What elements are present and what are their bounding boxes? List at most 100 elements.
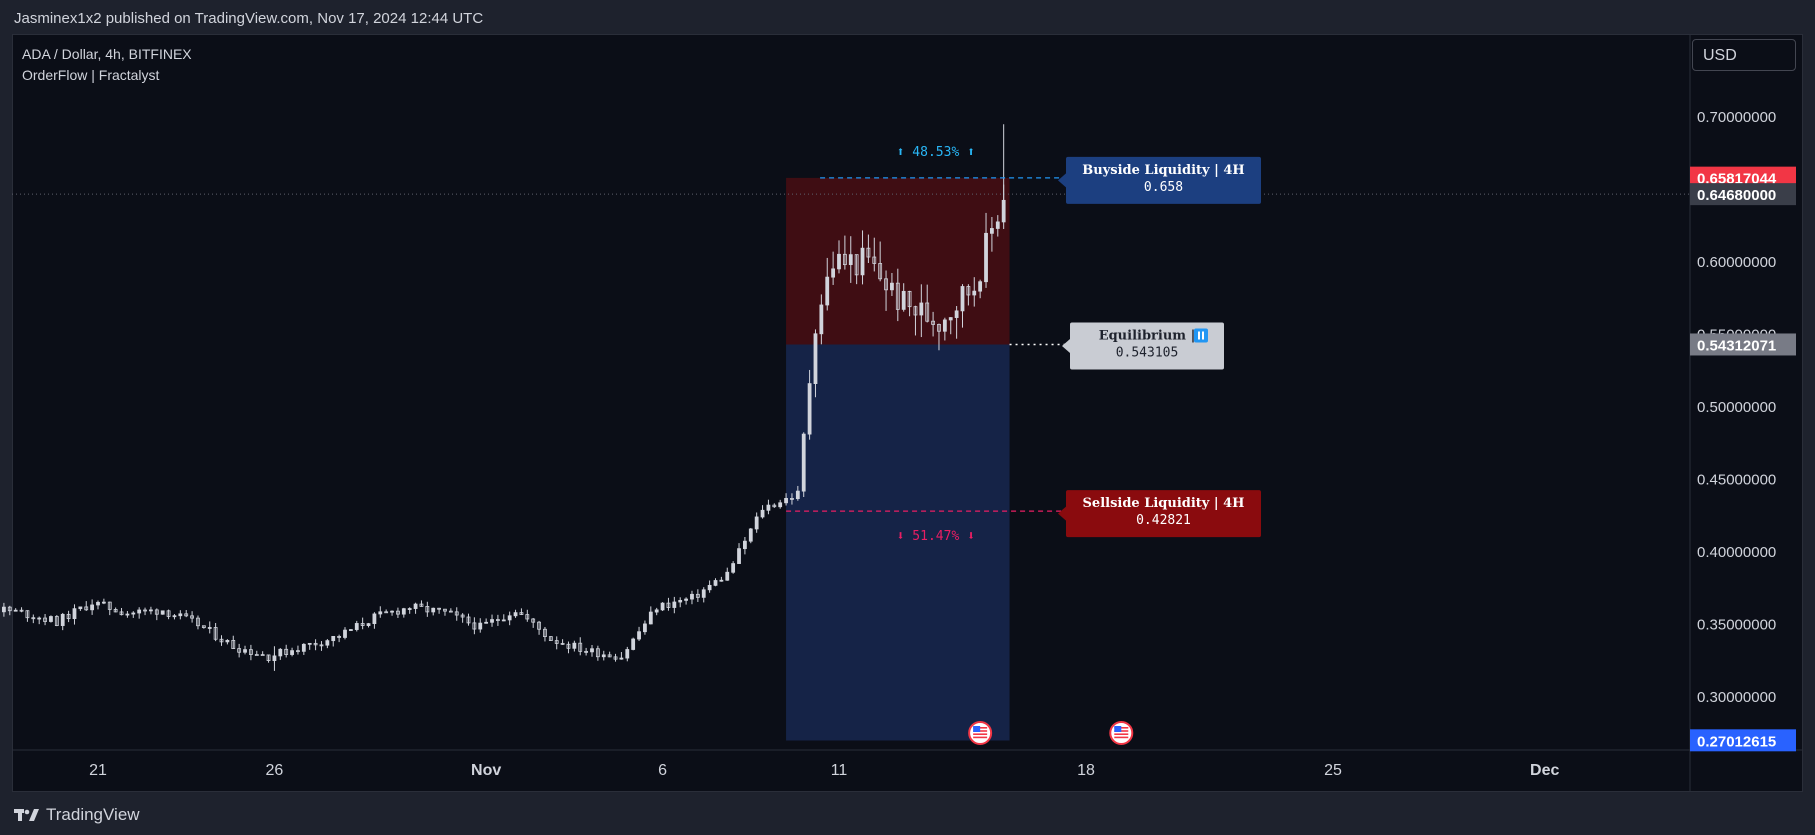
candle — [560, 639, 565, 645]
candle — [660, 602, 665, 612]
candle-body — [942, 319, 947, 332]
price-tag-value: 0.64680000 — [1697, 187, 1776, 204]
candle-body — [413, 603, 418, 609]
candle-body — [554, 640, 559, 644]
candle-body — [954, 310, 959, 318]
price-tag-box — [1690, 333, 1796, 356]
footer: TradingView — [0, 792, 1815, 835]
candle — [825, 257, 830, 311]
time-tick-label: 18 — [1077, 762, 1095, 779]
candle-body — [631, 638, 636, 650]
sellside-liquidity-label-pointer — [1058, 506, 1066, 521]
currency-button[interactable]: USD — [1692, 39, 1796, 71]
candle — [290, 647, 294, 657]
tradingview-logo[interactable]: TradingView — [14, 805, 140, 825]
symbol-title[interactable]: ADA / Dollar, 4h, BITFINEX — [22, 46, 192, 62]
candle-body — [713, 580, 718, 586]
flag-stripe — [973, 736, 988, 739]
candle-body — [307, 642, 312, 645]
candle — [513, 609, 518, 618]
candle — [478, 618, 483, 633]
candle — [737, 543, 741, 564]
candle — [96, 600, 100, 610]
candle — [548, 636, 553, 641]
candle-body — [131, 612, 136, 615]
published-line: Jasminex1x2 published on TradingView.com… — [14, 10, 484, 27]
candle-body — [231, 639, 236, 650]
candle — [78, 606, 83, 611]
candle — [396, 607, 400, 618]
candle — [307, 642, 312, 650]
candle — [654, 607, 659, 616]
candle-body — [472, 622, 477, 630]
candle — [790, 493, 794, 505]
candle-body — [448, 610, 453, 613]
candle-body — [690, 593, 694, 600]
candle-body — [801, 433, 806, 492]
price-tag: 0.54312071 — [1690, 333, 1796, 356]
candle — [49, 615, 53, 623]
pause-icon-bar — [1202, 331, 1204, 340]
price-tag-box — [1690, 729, 1796, 752]
candles — [2, 184, 1006, 664]
candle-body — [842, 253, 847, 266]
candle-body — [566, 643, 571, 649]
candle — [572, 640, 577, 652]
candle — [484, 618, 489, 624]
candle — [860, 230, 865, 285]
candle — [901, 283, 906, 312]
candle — [7, 605, 12, 616]
candle-body — [984, 232, 988, 283]
candle — [619, 652, 624, 660]
candle-body — [613, 656, 618, 660]
candle-body — [90, 604, 95, 611]
candle-body — [778, 502, 783, 508]
candle — [913, 305, 918, 336]
candle — [225, 639, 230, 645]
candle-body — [219, 638, 224, 643]
candle — [795, 485, 800, 501]
time-tick-label: 11 — [831, 762, 848, 779]
candle-body — [437, 607, 441, 610]
candle-body — [454, 611, 459, 616]
flag-stripe — [973, 733, 988, 735]
candle-body — [513, 612, 518, 617]
time-tick-label: 6 — [658, 762, 667, 779]
candle-body — [672, 601, 677, 608]
flag-canton — [973, 726, 981, 732]
candle-body — [237, 648, 242, 653]
candle-body — [819, 304, 824, 335]
candle — [125, 611, 130, 618]
candle-body — [249, 649, 253, 655]
candle — [413, 602, 418, 614]
price-tick-label: 0.30000000 — [1697, 689, 1776, 706]
candle-body — [25, 610, 30, 619]
candle-body — [895, 282, 900, 310]
candle-body — [125, 613, 130, 616]
candle — [331, 635, 336, 647]
candle-body — [619, 657, 624, 660]
candle-body — [254, 654, 259, 656]
candle-body — [213, 627, 218, 640]
candle-body — [431, 607, 436, 613]
candle — [431, 607, 436, 616]
candle — [72, 604, 77, 625]
candle — [766, 499, 771, 515]
candle — [890, 272, 894, 297]
candle — [90, 599, 95, 615]
indicator-name[interactable]: OrderFlow | Fractalyst — [22, 67, 160, 83]
candle — [543, 626, 547, 642]
candle-body — [290, 650, 294, 655]
candle-body — [972, 290, 977, 296]
candle — [154, 608, 159, 621]
candle-body — [560, 642, 565, 645]
tradingview-brand: TradingView — [46, 805, 140, 824]
candle-body — [313, 642, 318, 646]
candle — [419, 600, 424, 607]
candle-body — [654, 609, 659, 613]
candle-body — [707, 584, 712, 591]
candle — [237, 643, 242, 658]
candle-body — [978, 281, 983, 292]
candle — [348, 629, 353, 631]
